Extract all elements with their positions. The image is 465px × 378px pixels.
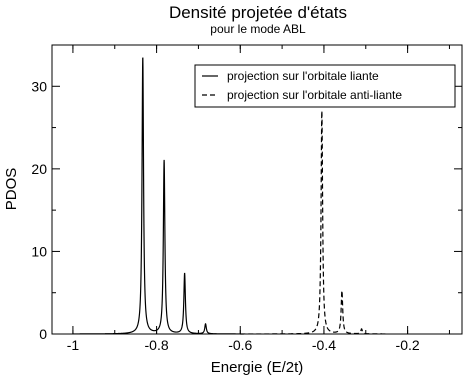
x-tick-label: -0.2: [396, 337, 420, 353]
legend: projection sur l'orbitale liante project…: [194, 64, 456, 108]
series-line-liante: [72, 57, 241, 335]
chart-title: Densité projetée d'états: [169, 3, 347, 22]
axis-tick-labels: -1 -0.8 -0.6 -0.4 -0.2 0 10 20 30: [31, 78, 419, 353]
series-line-anti-liante: [240, 110, 387, 335]
x-tick-label: -0.6: [228, 337, 252, 353]
series-layer: [72, 57, 387, 335]
y-tick-label: 20: [31, 161, 47, 177]
x-tick-label: -1: [67, 337, 80, 353]
y-tick-label: 30: [31, 78, 47, 94]
x-tick-label: -0.8: [145, 337, 169, 353]
legend-label-anti-liante: projection sur l'orbitale anti-liante: [227, 88, 402, 102]
x-tick-label: -0.4: [312, 337, 336, 353]
chart-subtitle: pour le mode ABL: [210, 22, 306, 36]
y-tick-label: 0: [39, 326, 47, 342]
x-axis-label: Energie (E/2t): [211, 359, 304, 376]
y-tick-label: 10: [31, 243, 47, 259]
legend-box: [194, 64, 456, 108]
y-axis-label: PDOS: [3, 168, 20, 211]
axis-ticks: [52, 45, 462, 335]
legend-label-liante: projection sur l'orbitale liante: [227, 69, 379, 83]
